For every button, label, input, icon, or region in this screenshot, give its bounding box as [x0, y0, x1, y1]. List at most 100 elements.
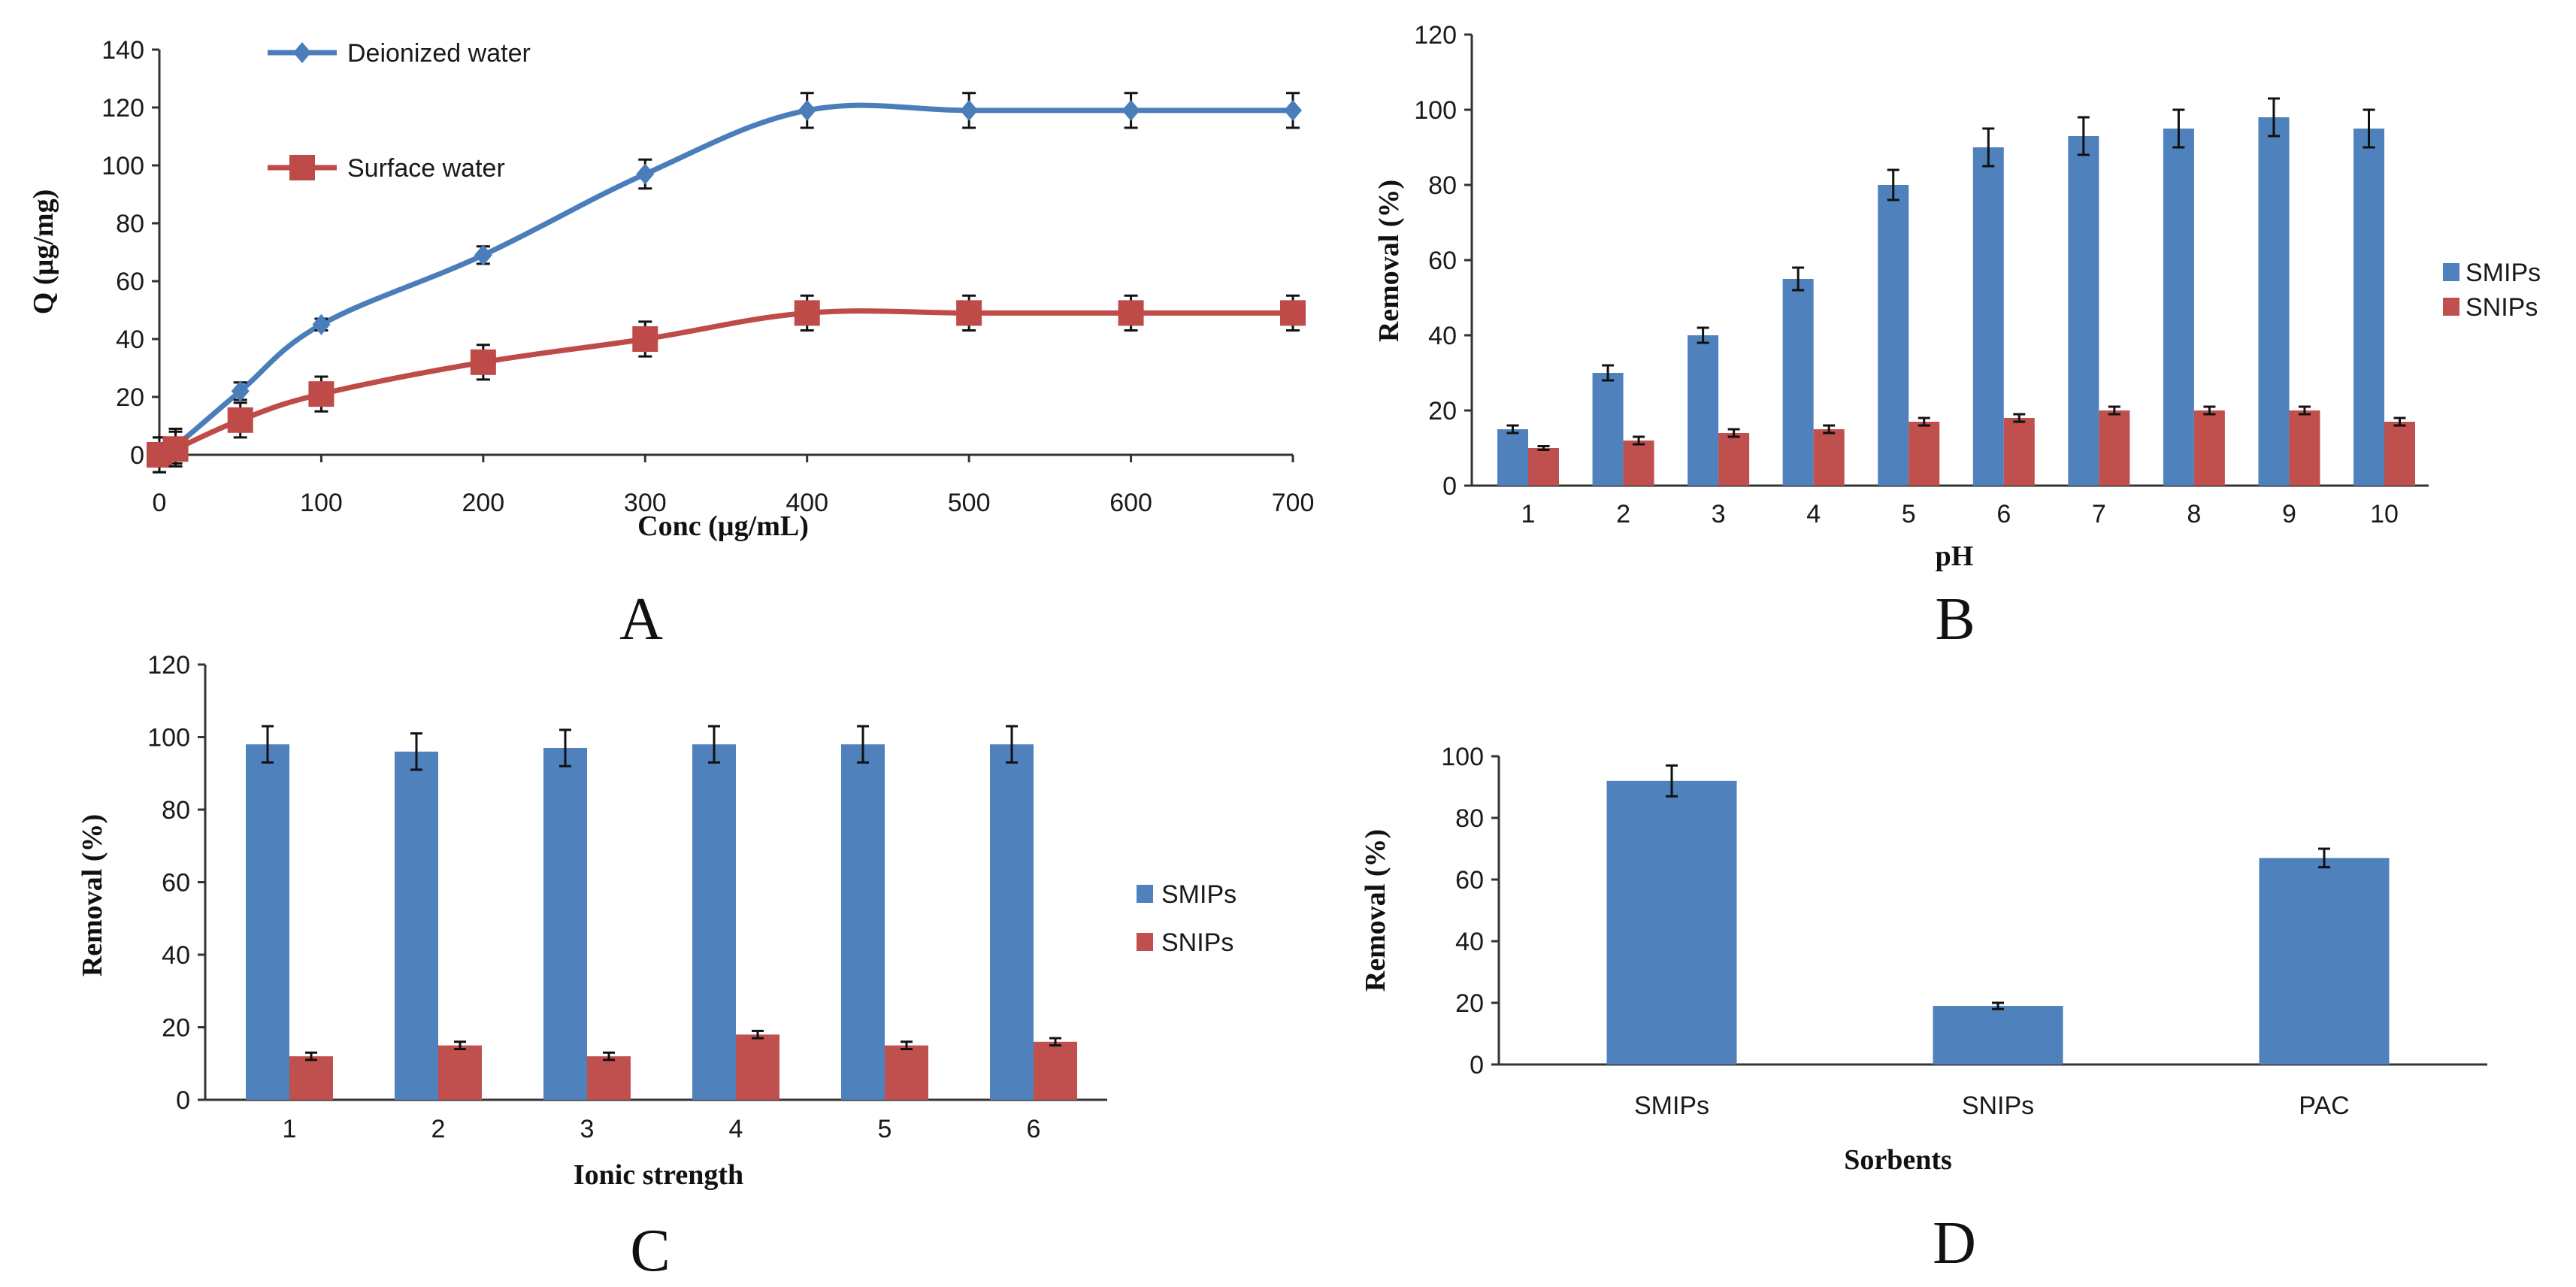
bar-snips [1909, 422, 1940, 486]
bar-removal [2259, 858, 2390, 1064]
x-tick-label: 500 [948, 489, 991, 517]
y-tick-label: 40 [162, 941, 190, 970]
error-bar [1982, 127, 1995, 168]
error-bar [2393, 416, 2406, 427]
y-tick-label: 20 [1428, 397, 1457, 425]
error-bar [2013, 413, 2026, 423]
error-bar [1792, 266, 1805, 292]
error-bar [1727, 428, 1740, 438]
y-tick-label: 100 [1414, 96, 1457, 125]
x-axis-title: Conc (µg/mL) [637, 510, 809, 542]
error-bar [410, 732, 422, 771]
data-point [312, 313, 331, 335]
y-tick-label: 0 [1470, 1051, 1484, 1080]
y-tick-label: 120 [101, 94, 144, 123]
y-tick-label: 60 [1455, 866, 1484, 895]
x-tick-label: 2 [431, 1115, 446, 1143]
y-tick-label: 120 [147, 651, 190, 680]
error-bar [2203, 405, 2216, 416]
error-bar [454, 1040, 466, 1050]
y-tick-label: 60 [1428, 247, 1457, 275]
bar-smips [1688, 335, 1719, 486]
x-tick-label: SNIPs [1962, 1092, 2034, 1120]
error-bar [1992, 1001, 2004, 1010]
x-tick-label: 7 [2092, 500, 2106, 528]
x-tick-label: 100 [300, 489, 343, 517]
data-point [1280, 300, 1306, 326]
x-tick-label: 6 [1996, 500, 2011, 528]
legend-swatch [2443, 298, 2459, 316]
data-point [960, 99, 979, 121]
y-tick-label: 100 [1441, 743, 1484, 771]
legend-label: SMIPs [2466, 259, 2541, 287]
y-tick-label: 60 [116, 268, 144, 296]
y-axis-title: Removal (%) [77, 814, 108, 977]
bar-smips [2163, 129, 2194, 486]
bar-snips [1718, 433, 1750, 486]
error-bar [1506, 424, 1519, 435]
bar-smips [543, 747, 587, 1100]
x-tick-label: 6 [1027, 1115, 1041, 1143]
legend-marker [289, 155, 315, 180]
y-tick-label: 20 [1455, 989, 1484, 1018]
x-tick-label: 700 [1272, 489, 1315, 517]
x-tick-label: PAC [2299, 1092, 2349, 1120]
legend-swatch [1137, 933, 1153, 951]
y-tick-label: 100 [147, 724, 190, 753]
y-tick-label: 20 [162, 1014, 190, 1043]
y-tick-label: 80 [162, 796, 190, 825]
bar-smips [692, 744, 736, 1100]
error-bar [901, 1040, 913, 1050]
bar-snips [587, 1056, 631, 1100]
y-tick-label: 80 [1428, 171, 1457, 200]
y-tick-label: 120 [1414, 21, 1457, 50]
data-point [1284, 99, 1302, 121]
data-point [1122, 99, 1140, 121]
error-bar [305, 1051, 317, 1061]
y-axis-title: Removal (%) [1373, 180, 1405, 342]
error-bar [1918, 416, 1930, 427]
bar-snips [289, 1056, 333, 1100]
y-tick-label: 40 [1455, 928, 1484, 956]
y-tick-label: 80 [1455, 804, 1484, 833]
error-bar [1887, 168, 1899, 201]
data-point [227, 407, 253, 433]
bar-snips [885, 1045, 928, 1100]
bar-smips [1497, 429, 1528, 486]
x-tick-label: 300 [624, 489, 667, 517]
error-bar [2108, 405, 2120, 416]
bar-smips [246, 744, 289, 1100]
x-tick-label: 2 [1616, 500, 1630, 528]
x-tick-label: 5 [1902, 500, 1916, 528]
x-tick-label: 4 [1806, 500, 1821, 528]
panel-label: B [1935, 586, 1975, 653]
x-tick-label: 10 [2370, 500, 2399, 528]
error-bar [1666, 764, 1678, 798]
legend-swatch [2443, 263, 2459, 281]
error-bar [708, 725, 720, 764]
bar-snips [2099, 410, 2130, 486]
y-tick-label: 0 [130, 441, 144, 470]
y-tick-label: 140 [101, 36, 144, 65]
error-bar [1537, 445, 1550, 451]
bar-snips [736, 1034, 779, 1100]
error-bar [752, 1029, 764, 1040]
y-tick-label: 40 [1428, 322, 1457, 350]
bar-snips [1623, 441, 1654, 486]
error-bar [1602, 364, 1615, 382]
data-point [231, 380, 250, 402]
x-axis-title: Sorbents [1844, 1144, 1952, 1176]
x-tick-label: 0 [153, 489, 167, 517]
bar-snips [1034, 1041, 1077, 1100]
error-bar [1049, 1037, 1061, 1047]
legend-marker [293, 42, 311, 63]
bar-snips [438, 1045, 482, 1100]
error-bar [262, 725, 274, 764]
bar-snips [2193, 410, 2225, 486]
data-point [308, 381, 334, 407]
x-tick-label: SMIPs [1634, 1092, 1709, 1120]
data-point [798, 99, 816, 121]
data-point [474, 244, 492, 266]
error-bar [1697, 326, 1709, 344]
chart-panel-b: 0 20 40 60 80 100 120 1 2 3 4 5 6 7 8 9 10 SMIPs SNIPs pH Re… [1373, 21, 2541, 653]
